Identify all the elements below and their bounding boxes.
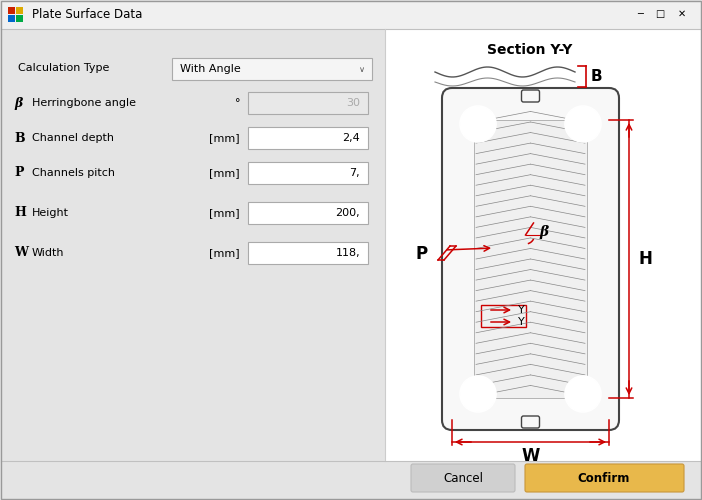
Text: H: H xyxy=(14,206,26,220)
FancyBboxPatch shape xyxy=(522,90,540,102)
FancyBboxPatch shape xyxy=(248,127,368,149)
FancyBboxPatch shape xyxy=(172,58,372,80)
Bar xyxy=(8,7,15,14)
Text: [mm]: [mm] xyxy=(209,168,240,178)
Text: Confirm: Confirm xyxy=(578,472,630,484)
Text: Y: Y xyxy=(518,317,525,327)
Text: Section Y-Y: Section Y-Y xyxy=(487,43,573,57)
Bar xyxy=(8,15,15,22)
FancyBboxPatch shape xyxy=(248,242,368,264)
Text: With Angle: With Angle xyxy=(180,64,241,74)
FancyBboxPatch shape xyxy=(248,162,368,184)
Text: ∨: ∨ xyxy=(359,64,365,74)
Bar xyxy=(1,1,701,29)
Text: B: B xyxy=(591,69,602,84)
Text: W: W xyxy=(14,246,28,260)
Text: 7,: 7, xyxy=(350,168,360,178)
Circle shape xyxy=(565,106,601,142)
Text: Y: Y xyxy=(518,305,525,315)
FancyBboxPatch shape xyxy=(525,464,684,492)
Text: H: H xyxy=(638,250,652,268)
Text: ✕: ✕ xyxy=(678,9,686,19)
Text: Herringbone angle: Herringbone angle xyxy=(32,98,136,108)
FancyBboxPatch shape xyxy=(248,202,368,224)
Text: [mm]: [mm] xyxy=(209,133,240,143)
Text: [mm]: [mm] xyxy=(209,248,240,258)
Circle shape xyxy=(460,106,496,142)
Text: Width: Width xyxy=(32,248,65,258)
Text: Channels pitch: Channels pitch xyxy=(32,168,115,178)
Text: β: β xyxy=(540,225,549,239)
Circle shape xyxy=(466,382,490,406)
Text: Channel depth: Channel depth xyxy=(32,133,114,143)
Text: P: P xyxy=(416,245,428,263)
Bar xyxy=(474,120,587,398)
Circle shape xyxy=(565,376,601,412)
Bar xyxy=(481,305,526,327)
Text: β: β xyxy=(14,96,22,110)
Text: ─: ─ xyxy=(637,9,643,19)
Text: [mm]: [mm] xyxy=(209,208,240,218)
Circle shape xyxy=(466,112,490,136)
Bar xyxy=(385,29,701,461)
Text: 200,: 200, xyxy=(336,208,360,218)
Text: Height: Height xyxy=(32,208,69,218)
FancyBboxPatch shape xyxy=(248,92,368,114)
Text: 2,4: 2,4 xyxy=(343,133,360,143)
Circle shape xyxy=(460,376,496,412)
Circle shape xyxy=(571,112,595,136)
FancyBboxPatch shape xyxy=(522,416,540,428)
Text: P: P xyxy=(14,166,23,179)
Bar xyxy=(16,7,23,14)
Text: Plate Surface Data: Plate Surface Data xyxy=(32,8,143,22)
FancyBboxPatch shape xyxy=(442,88,619,430)
Bar xyxy=(16,15,23,22)
FancyBboxPatch shape xyxy=(411,464,515,492)
Text: 118,: 118, xyxy=(336,248,360,258)
Text: B: B xyxy=(14,132,25,144)
Text: Cancel: Cancel xyxy=(443,472,483,484)
Text: 30: 30 xyxy=(346,98,360,108)
Text: Calculation Type: Calculation Type xyxy=(18,63,110,73)
Text: □: □ xyxy=(656,9,665,19)
Circle shape xyxy=(571,382,595,406)
Text: °: ° xyxy=(234,98,240,108)
Text: W: W xyxy=(522,447,540,465)
